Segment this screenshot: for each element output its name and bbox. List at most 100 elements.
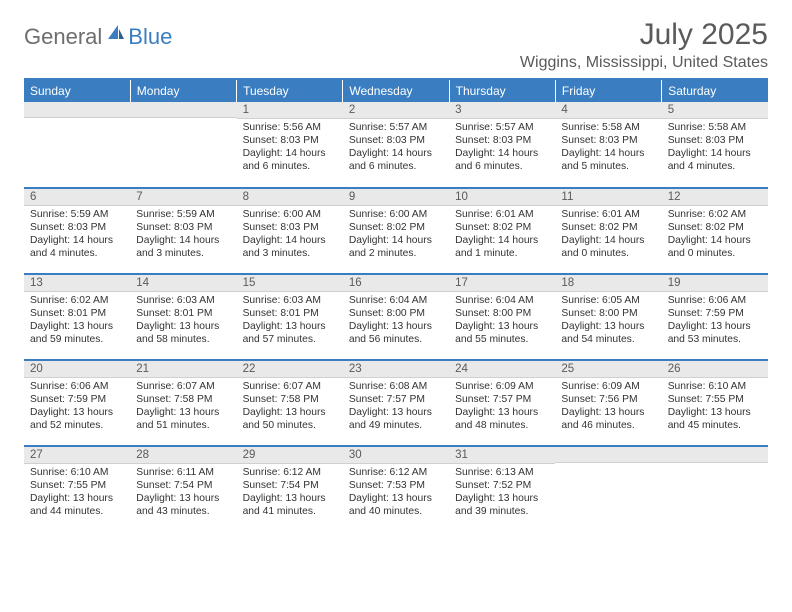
day-detail-line: Daylight: 14 hours — [349, 148, 443, 161]
day-number: 14 — [130, 275, 236, 292]
day-detail-line: Sunrise: 6:07 AM — [136, 381, 230, 394]
day-number: 7 — [130, 189, 236, 206]
day-detail-line: Daylight: 13 hours — [668, 321, 762, 334]
day-detail-line: Sunset: 8:03 PM — [30, 222, 124, 235]
day-detail-line: Daylight: 13 hours — [561, 321, 655, 334]
day-detail-line: Daylight: 14 hours — [561, 148, 655, 161]
day-detail-line: Daylight: 13 hours — [136, 321, 230, 334]
calendar-day-cell: 19Sunrise: 6:06 AMSunset: 7:59 PMDayligh… — [662, 274, 768, 360]
day-detail-line: Sunrise: 5:58 AM — [561, 122, 655, 135]
day-number: 23 — [343, 361, 449, 378]
day-detail-line: Sunset: 8:00 PM — [455, 308, 549, 321]
calendar-day-cell: 1Sunrise: 5:56 AMSunset: 8:03 PMDaylight… — [237, 102, 343, 188]
day-detail-line: Sunrise: 6:07 AM — [243, 381, 337, 394]
day-detail-line: and 1 minute. — [455, 248, 549, 261]
day-detail-line: Daylight: 13 hours — [349, 321, 443, 334]
day-details: Sunrise: 5:58 AMSunset: 8:03 PMDaylight:… — [555, 119, 661, 177]
day-detail-line: and 52 minutes. — [30, 420, 124, 433]
day-details: Sunrise: 5:56 AMSunset: 8:03 PMDaylight:… — [237, 119, 343, 177]
day-detail-line: Sunrise: 6:04 AM — [455, 295, 549, 308]
day-details — [662, 463, 768, 513]
day-number: 3 — [449, 102, 555, 119]
day-detail-line: Sunrise: 6:00 AM — [349, 209, 443, 222]
calendar-day-cell: 23Sunrise: 6:08 AMSunset: 7:57 PMDayligh… — [343, 360, 449, 446]
calendar-day-cell — [555, 446, 661, 532]
day-details: Sunrise: 6:06 AMSunset: 7:59 PMDaylight:… — [662, 292, 768, 350]
day-number: 26 — [662, 361, 768, 378]
day-detail-line: and 49 minutes. — [349, 420, 443, 433]
day-detail-line: Sunset: 7:57 PM — [455, 394, 549, 407]
day-details: Sunrise: 6:12 AMSunset: 7:54 PMDaylight:… — [237, 464, 343, 522]
day-detail-line: Sunset: 8:00 PM — [349, 308, 443, 321]
day-detail-line: Daylight: 13 hours — [136, 493, 230, 506]
day-number: 5 — [662, 102, 768, 119]
day-details: Sunrise: 5:59 AMSunset: 8:03 PMDaylight:… — [130, 206, 236, 264]
day-details: Sunrise: 6:05 AMSunset: 8:00 PMDaylight:… — [555, 292, 661, 350]
day-detail-line: Daylight: 13 hours — [349, 493, 443, 506]
day-details: Sunrise: 6:07 AMSunset: 7:58 PMDaylight:… — [237, 378, 343, 436]
day-number — [555, 447, 661, 463]
day-details: Sunrise: 6:10 AMSunset: 7:55 PMDaylight:… — [24, 464, 130, 522]
day-number: 22 — [237, 361, 343, 378]
day-detail-line: and 56 minutes. — [349, 334, 443, 347]
logo-sail-icon — [106, 23, 126, 46]
calendar-header-row: Sunday Monday Tuesday Wednesday Thursday… — [24, 80, 768, 102]
day-number: 25 — [555, 361, 661, 378]
day-details — [24, 118, 130, 168]
day-details: Sunrise: 6:03 AMSunset: 8:01 PMDaylight:… — [130, 292, 236, 350]
day-details: Sunrise: 6:00 AMSunset: 8:03 PMDaylight:… — [237, 206, 343, 264]
day-number: 11 — [555, 189, 661, 206]
page-title: July 2025 — [520, 18, 768, 52]
day-number: 19 — [662, 275, 768, 292]
day-detail-line: Sunrise: 5:59 AM — [136, 209, 230, 222]
day-detail-line: Sunset: 7:58 PM — [136, 394, 230, 407]
day-detail-line: and 50 minutes. — [243, 420, 337, 433]
day-details: Sunrise: 6:01 AMSunset: 8:02 PMDaylight:… — [449, 206, 555, 264]
day-number — [662, 447, 768, 463]
day-header: Thursday — [449, 80, 555, 102]
day-detail-line: and 2 minutes. — [349, 248, 443, 261]
day-detail-line: and 41 minutes. — [243, 506, 337, 519]
day-number: 29 — [237, 447, 343, 464]
day-detail-line: and 3 minutes. — [243, 248, 337, 261]
calendar-week-row: 13Sunrise: 6:02 AMSunset: 8:01 PMDayligh… — [24, 274, 768, 360]
day-detail-line: Sunset: 7:54 PM — [243, 480, 337, 493]
calendar-day-cell: 26Sunrise: 6:10 AMSunset: 7:55 PMDayligh… — [662, 360, 768, 446]
calendar-day-cell: 24Sunrise: 6:09 AMSunset: 7:57 PMDayligh… — [449, 360, 555, 446]
day-detail-line: Sunrise: 6:02 AM — [30, 295, 124, 308]
calendar-day-cell: 18Sunrise: 6:05 AMSunset: 8:00 PMDayligh… — [555, 274, 661, 360]
calendar-day-cell: 17Sunrise: 6:04 AMSunset: 8:00 PMDayligh… — [449, 274, 555, 360]
day-detail-line: Sunset: 7:54 PM — [136, 480, 230, 493]
day-detail-line: and 57 minutes. — [243, 334, 337, 347]
day-detail-line: Sunset: 8:01 PM — [136, 308, 230, 321]
day-detail-line: and 40 minutes. — [349, 506, 443, 519]
day-details: Sunrise: 6:02 AMSunset: 8:02 PMDaylight:… — [662, 206, 768, 264]
title-block: July 2025 Wiggins, Mississippi, United S… — [520, 18, 768, 72]
day-detail-line: Daylight: 14 hours — [455, 235, 549, 248]
calendar-day-cell: 13Sunrise: 6:02 AMSunset: 8:01 PMDayligh… — [24, 274, 130, 360]
day-detail-line: Sunset: 8:03 PM — [243, 135, 337, 148]
day-detail-line: Sunset: 7:55 PM — [668, 394, 762, 407]
day-detail-line: Sunrise: 6:12 AM — [243, 467, 337, 480]
day-number: 8 — [237, 189, 343, 206]
day-detail-line: Sunset: 8:03 PM — [668, 135, 762, 148]
calendar-day-cell: 31Sunrise: 6:13 AMSunset: 7:52 PMDayligh… — [449, 446, 555, 532]
day-detail-line: Sunrise: 6:10 AM — [668, 381, 762, 394]
calendar-day-cell: 15Sunrise: 6:03 AMSunset: 8:01 PMDayligh… — [237, 274, 343, 360]
logo: General Blue — [24, 24, 172, 50]
day-detail-line: Daylight: 13 hours — [30, 407, 124, 420]
calendar-day-cell: 10Sunrise: 6:01 AMSunset: 8:02 PMDayligh… — [449, 188, 555, 274]
calendar-day-cell — [662, 446, 768, 532]
calendar-day-cell: 2Sunrise: 5:57 AMSunset: 8:03 PMDaylight… — [343, 102, 449, 188]
day-detail-line: and 3 minutes. — [136, 248, 230, 261]
day-detail-line: Daylight: 13 hours — [243, 493, 337, 506]
day-detail-line: and 44 minutes. — [30, 506, 124, 519]
day-detail-line: Sunset: 7:55 PM — [30, 480, 124, 493]
day-detail-line: Sunrise: 6:10 AM — [30, 467, 124, 480]
day-detail-line: Daylight: 14 hours — [455, 148, 549, 161]
day-details: Sunrise: 6:03 AMSunset: 8:01 PMDaylight:… — [237, 292, 343, 350]
day-details: Sunrise: 6:08 AMSunset: 7:57 PMDaylight:… — [343, 378, 449, 436]
calendar-day-cell: 5Sunrise: 5:58 AMSunset: 8:03 PMDaylight… — [662, 102, 768, 188]
day-detail-line: Daylight: 13 hours — [243, 321, 337, 334]
day-detail-line: Sunrise: 5:59 AM — [30, 209, 124, 222]
